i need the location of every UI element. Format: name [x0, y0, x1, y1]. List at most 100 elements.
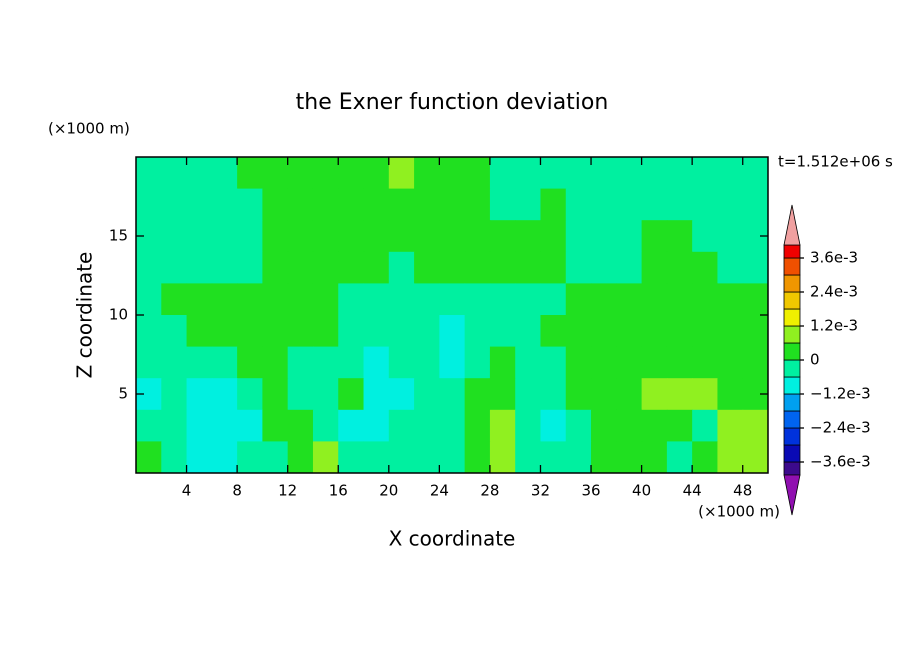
field-cell: [237, 251, 263, 284]
field-cell: [591, 315, 617, 348]
field-cell: [742, 283, 769, 316]
field-cell: [338, 188, 365, 221]
field-cell: [262, 409, 289, 442]
field-cell: [565, 378, 592, 411]
field-cell: [616, 346, 643, 379]
field-cell: [489, 409, 516, 442]
field-cell: [540, 441, 567, 474]
field-cell: [666, 251, 693, 284]
field-cell: [666, 283, 693, 316]
field-cell: [312, 251, 339, 284]
field-cell: [287, 283, 314, 316]
field-cell: [641, 378, 668, 411]
field-cell: [742, 441, 769, 474]
field-cell: [237, 188, 263, 221]
field-cell: [565, 188, 592, 221]
field-cell: [161, 441, 188, 474]
field-cell: [363, 220, 390, 253]
field-cell: [211, 441, 238, 474]
field-cell: [540, 251, 567, 284]
x-tick-label: 36: [581, 482, 600, 500]
field-cell: [363, 409, 390, 442]
field-cell: [565, 283, 592, 316]
field-cell: [211, 283, 238, 316]
field-cell: [414, 251, 440, 284]
x-tick-label: 40: [632, 482, 651, 500]
field-cell: [136, 283, 162, 316]
field-cell: [439, 409, 466, 442]
field-cell: [692, 188, 718, 221]
field-cell: [717, 346, 744, 379]
field-cell: [338, 220, 365, 253]
field-cell: [515, 157, 541, 190]
y-axis-label: Z coordinate: [73, 252, 97, 379]
field-cell: [591, 346, 617, 379]
field-cell: [591, 251, 617, 284]
field-cell: [414, 409, 440, 442]
field-cell: [515, 409, 541, 442]
field-cell: [641, 251, 668, 284]
x-tick-label: 16: [329, 482, 348, 500]
field-cell: [692, 378, 718, 411]
field-cell: [515, 441, 541, 474]
field-cell: [692, 315, 718, 348]
field-cell: [717, 220, 744, 253]
field-cell: [312, 378, 339, 411]
field-cell: [262, 157, 289, 190]
field-cell: [136, 441, 162, 474]
field-cell: [565, 409, 592, 442]
field-cell: [489, 251, 516, 284]
field-cell: [388, 346, 415, 379]
field-cell: [338, 441, 365, 474]
field-cell: [186, 283, 213, 316]
field-cell: [489, 188, 516, 221]
field-cell: [414, 188, 440, 221]
y-tick-label: 15: [109, 227, 128, 245]
field-cell: [262, 346, 289, 379]
field-cell: [464, 157, 491, 190]
colorbar-box: [783, 410, 801, 429]
field-cell: [692, 409, 718, 442]
field-cell: [641, 188, 668, 221]
field-cell: [414, 346, 440, 379]
field-cell: [338, 283, 365, 316]
field-cell: [211, 188, 238, 221]
field-cell: [237, 157, 263, 190]
colorbar-box: [783, 461, 801, 476]
field-cell: [489, 346, 516, 379]
field-cell: [616, 188, 643, 221]
field-cell: [692, 220, 718, 253]
field-cell: [742, 409, 769, 442]
field-cell: [287, 157, 314, 190]
field-cell: [489, 378, 516, 411]
field-cell: [388, 220, 415, 253]
field-cell: [464, 315, 491, 348]
field-cell: [515, 346, 541, 379]
field-cell: [666, 220, 693, 253]
field-cell: [641, 315, 668, 348]
field-cell: [616, 157, 643, 190]
field-cell: [161, 251, 188, 284]
colorbar-tick-label: 0: [810, 351, 820, 369]
colorbar-tick-label: −2.4e-3: [810, 419, 871, 437]
field-cell: [540, 378, 567, 411]
x-tick-label: 24: [430, 482, 449, 500]
field-cell: [489, 315, 516, 348]
field-cell: [591, 378, 617, 411]
field-cell: [439, 188, 466, 221]
colorbar-tick-label: 1.2e-3: [810, 317, 858, 335]
field-cell: [666, 315, 693, 348]
field-cell: [287, 378, 314, 411]
field-cell: [287, 315, 314, 348]
field-cell: [641, 409, 668, 442]
field-cell: [717, 251, 744, 284]
field-cell: [439, 283, 466, 316]
y-tick-label: 5: [118, 385, 128, 403]
field-cell: [540, 346, 567, 379]
time-label: t=1.512e+06 s: [778, 153, 893, 171]
field-cell: [591, 188, 617, 221]
field-cell: [312, 188, 339, 221]
colorbar-extend-high: [783, 204, 801, 246]
colorbar-box: [783, 291, 801, 310]
